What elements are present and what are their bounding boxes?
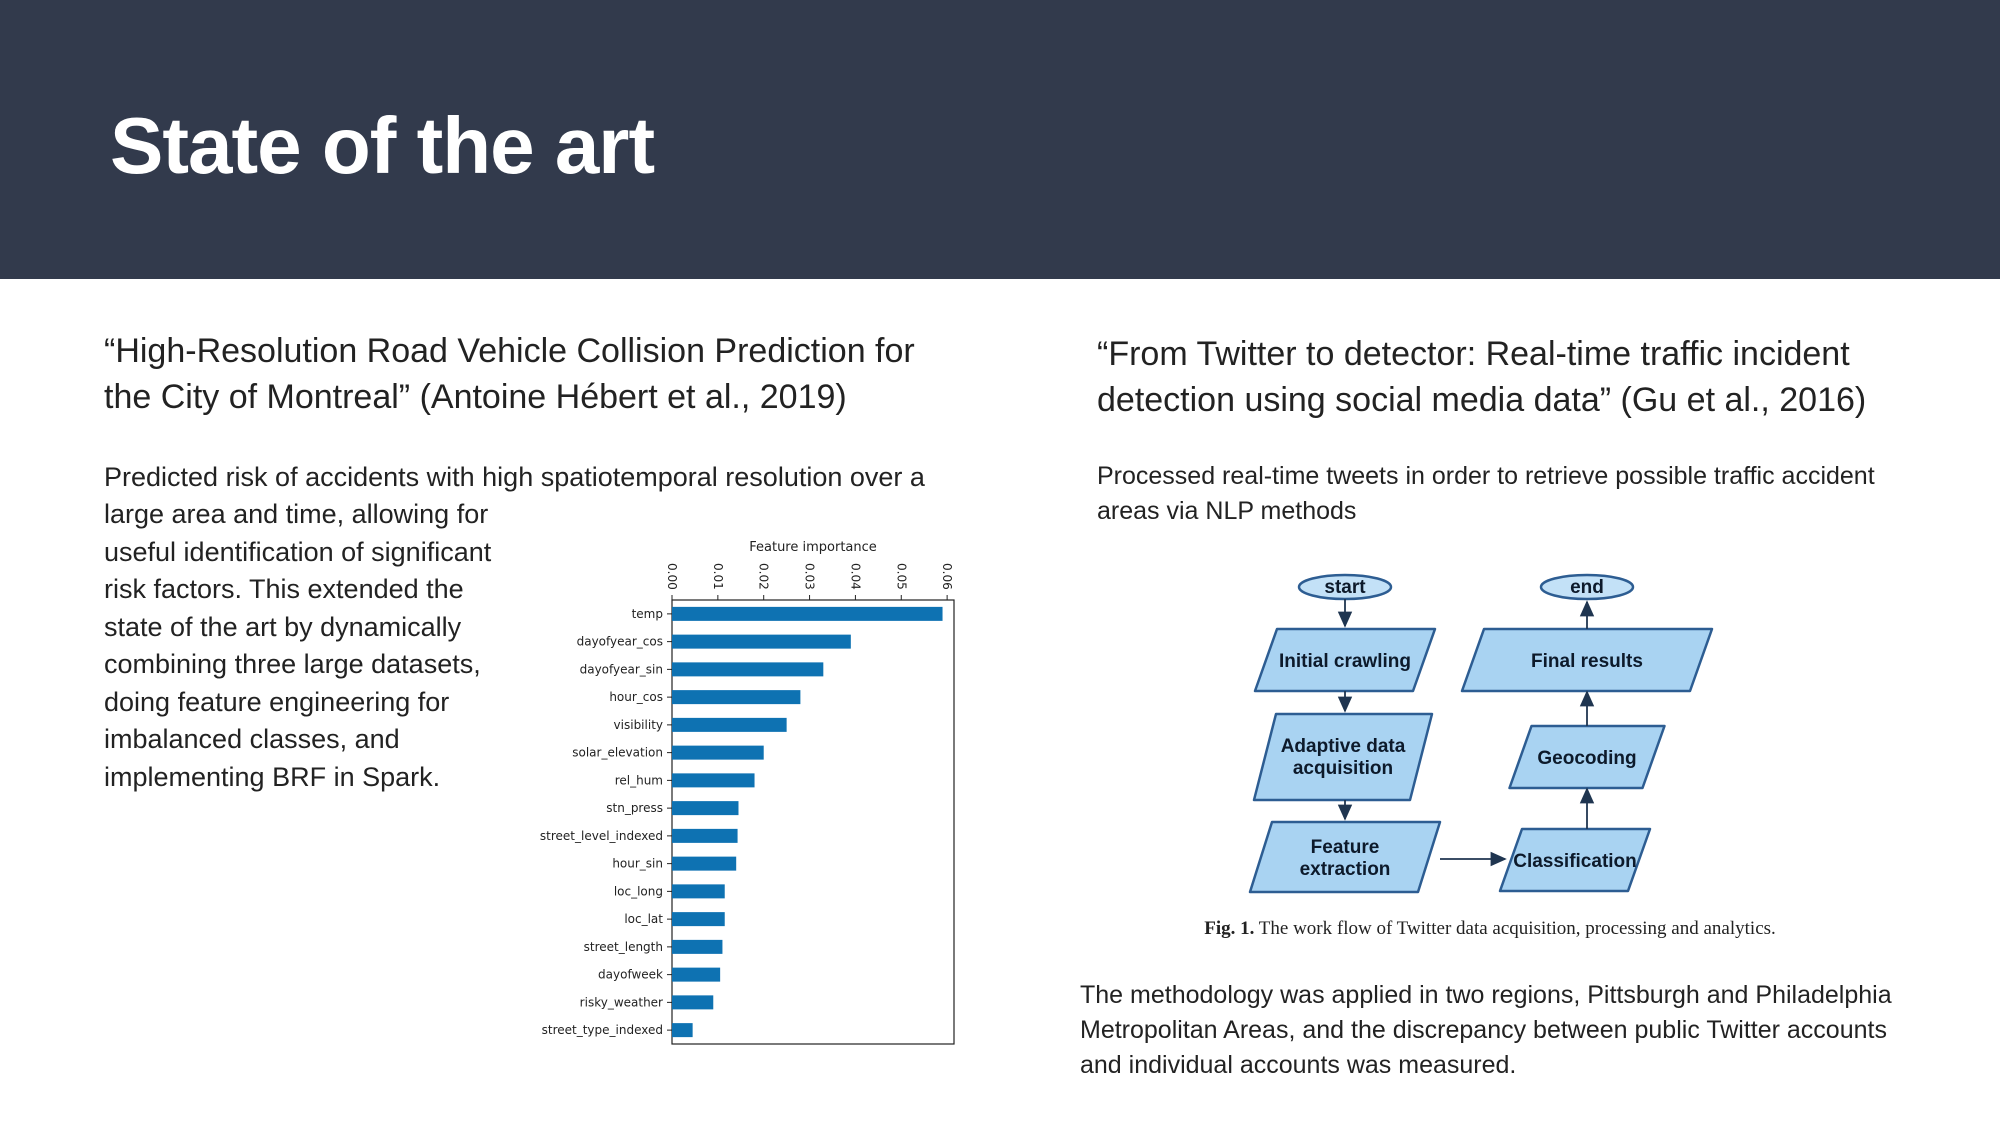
plot-frame	[671, 599, 955, 1045]
bar-loc-lat	[672, 912, 725, 927]
x-tick-label: 0.05	[894, 563, 908, 590]
x-tick-label: 0.01	[711, 563, 725, 590]
left-paragraph-first-line: Predicted risk of accidents with high sp…	[104, 462, 925, 492]
figure-caption-text: The work flow of Twitter data acquisitio…	[1258, 918, 1776, 939]
figure-caption: Fig. 1. The work flow of Twitter data ac…	[1150, 918, 1830, 940]
flow-geocoding-node	[1508, 724, 1666, 790]
y-tick-label: dayofyear_cos	[577, 635, 663, 649]
flow-geocoding-label: Geocoding	[1537, 748, 1636, 769]
bar-dayofyear-sin	[672, 662, 824, 677]
bar-street-length	[672, 939, 723, 954]
bar-dayofyear-cos	[672, 634, 851, 649]
bar-rel-hum	[672, 773, 755, 788]
flow-classification-label: Classification	[1513, 851, 1637, 872]
left-reference-title: “High-Resolution Road Vehicle Collision …	[104, 332, 915, 416]
flow-final-results-node	[1460, 627, 1714, 693]
y-tick-label: dayofyear_sin	[580, 662, 663, 676]
feature-importance-chart: Feature importance 0.00 0.01 0.02 0.03 0.04 0.…	[540, 540, 955, 1045]
y-tick-label: stn_press	[606, 801, 663, 815]
y-tick-label: loc_long	[614, 884, 663, 898]
slide-title: State of the art	[110, 101, 655, 190]
figure-label: Fig. 1.	[1204, 918, 1255, 939]
y-tick-label: temp	[632, 607, 663, 621]
flow-start-label: start	[1324, 577, 1366, 598]
right-description: Processed real-time tweets in order to r…	[1097, 462, 1875, 525]
flow-adaptive-node	[1252, 712, 1434, 802]
flow-initial-crawling-node	[1253, 627, 1437, 693]
bar-stn-press	[672, 801, 739, 816]
flow-initial-crawling-label: Initial crawling	[1279, 651, 1411, 672]
bar-loc-long	[672, 884, 725, 899]
twitter-workflow-diagram: start end Initial crawling Final results…	[1248, 573, 1714, 894]
left-paragraph-body: large area and time, allowing for useful…	[104, 499, 492, 792]
y-tick-label: street_length	[584, 940, 663, 954]
flow-end-label: end	[1570, 577, 1604, 598]
x-tick-label: 0.00	[665, 563, 679, 590]
flow-feature-label-2: extraction	[1300, 859, 1391, 880]
x-tick-label: 0.06	[940, 563, 954, 590]
y-tick-label: hour_sin	[612, 857, 663, 871]
y-tick-label: loc_lat	[624, 912, 663, 926]
right-closing-paragraph: The methodology was applied in two regio…	[1080, 981, 1892, 1079]
flow-feature-node	[1248, 820, 1442, 894]
flow-classification-node	[1498, 827, 1652, 893]
title-bar	[0, 0, 2000, 279]
x-tick-label: 0.04	[848, 563, 862, 590]
flow-end-terminal	[1539, 573, 1635, 601]
bar-hour-sin	[672, 856, 737, 871]
y-tick-label: solar_elevation	[572, 746, 663, 760]
bar-temp	[672, 606, 943, 621]
bar-dayofweek	[672, 967, 721, 982]
y-tick-label: rel_hum	[615, 773, 663, 787]
bar-visibility	[672, 717, 787, 732]
y-tick-label: street_level_indexed	[540, 829, 663, 843]
flow-final-results-label: Final results	[1531, 651, 1643, 672]
right-reference-title: “From Twitter to detector: Real-time tra…	[1097, 335, 1867, 419]
bar-solar-elevation	[672, 745, 764, 760]
y-tick-label: dayofweek	[598, 968, 663, 982]
bar-street-level-indexed	[672, 828, 738, 843]
chart-title: Feature importance	[749, 540, 877, 555]
y-tick-label: visibility	[614, 718, 663, 732]
x-tick-label: 0.03	[803, 563, 817, 590]
flow-adaptive-label-1: Adaptive data	[1281, 736, 1406, 757]
bar-hour-cos	[672, 690, 801, 705]
y-tick-label: hour_cos	[609, 690, 663, 704]
y-tick-label: street_type_indexed	[542, 1023, 663, 1037]
x-tick-label: 0.02	[757, 563, 771, 590]
flow-adaptive-label-2: acquisition	[1293, 758, 1393, 779]
bar-street-type-indexed	[672, 1023, 693, 1038]
bar-risky-weather	[672, 995, 714, 1010]
flow-feature-label-1: Feature	[1311, 837, 1380, 858]
y-tick-label: risky_weather	[580, 995, 663, 1009]
